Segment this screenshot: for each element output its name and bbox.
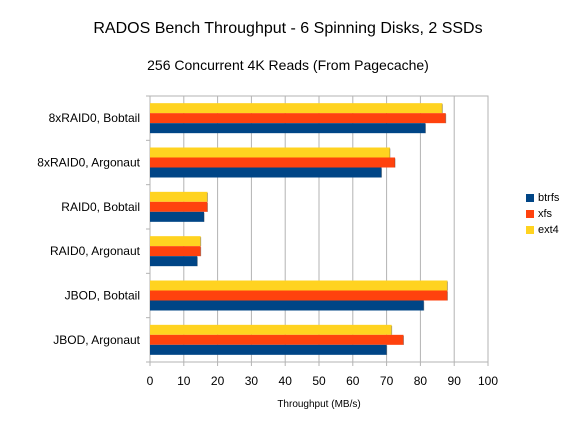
y-category-label: RAID0, Bobtail: [61, 200, 140, 214]
y-category-label: JBOD, Bobtail: [65, 289, 140, 303]
bar-btrfs: [150, 211, 205, 222]
x-tick-label: 100: [478, 374, 498, 388]
bar-btrfs: [150, 256, 198, 267]
legend-item-btrfs: btrfs: [526, 190, 559, 206]
y-category-label: RAID0, Argonaut: [50, 244, 141, 258]
bar-btrfs: [150, 300, 424, 311]
legend-swatch: [526, 210, 534, 218]
legend-item-ext4: ext4: [526, 222, 559, 238]
x-tick-label: 30: [245, 374, 259, 388]
bar-xfs: [150, 334, 404, 345]
bar-xfs: [150, 113, 446, 124]
x-axis-label: Throughput (MB/s): [277, 399, 361, 410]
x-tick-label: 50: [312, 374, 326, 388]
bar-xfs: [150, 290, 448, 301]
y-category-label: 8xRAID0, Bobtail: [49, 111, 140, 125]
x-tick-label: 60: [346, 374, 360, 388]
bar-ext4: [150, 236, 201, 247]
bar-ext4: [150, 280, 448, 291]
legend-label: btrfs: [538, 192, 560, 204]
x-tick-label: 20: [211, 374, 225, 388]
y-category-label: JBOD, Argonaut: [53, 333, 140, 347]
x-tick-label: 10: [177, 374, 191, 388]
legend-swatch: [526, 194, 534, 202]
x-tick-label: 90: [448, 374, 462, 388]
bar-xfs: [150, 246, 201, 257]
bar-ext4: [150, 324, 392, 335]
chart-title: RADOS Bench Throughput - 6 Spinning Disk…: [93, 20, 483, 37]
bar-xfs: [150, 157, 396, 168]
chart-subtitle: 256 Concurrent 4K Reads (From Pagecache): [147, 57, 429, 73]
x-tick-label: 0: [147, 374, 154, 388]
legend-label: ext4: [538, 224, 559, 236]
y-category-label: 8xRAID0, Argonaut: [37, 156, 140, 170]
bar-ext4: [150, 103, 443, 114]
x-tick-label: 40: [279, 374, 293, 388]
bar-btrfs: [150, 167, 382, 178]
bar-xfs: [150, 201, 208, 212]
x-tick-label: 70: [380, 374, 394, 388]
bar-btrfs: [150, 344, 387, 355]
bar-ext4: [150, 191, 208, 202]
bar-btrfs: [150, 123, 426, 134]
legend-label: xfs: [538, 208, 553, 220]
bar-ext4: [150, 147, 390, 158]
x-tick-label: 80: [414, 374, 428, 388]
legend-swatch: [526, 226, 534, 234]
legend: btrfs xfs ext4: [526, 190, 559, 238]
legend-item-xfs: xfs: [526, 206, 559, 222]
